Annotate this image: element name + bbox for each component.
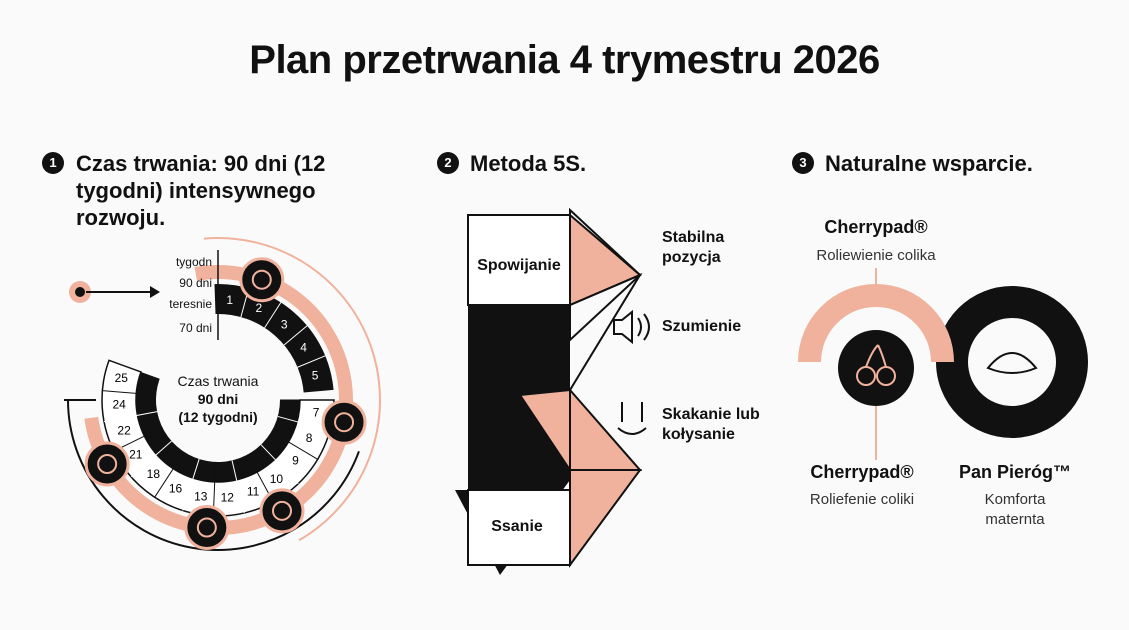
- segment-label: 10: [270, 472, 284, 486]
- icon-badge: [184, 505, 230, 551]
- icon: [97, 454, 118, 474]
- segment-label: 18: [147, 467, 161, 481]
- icon-badge: [84, 441, 130, 487]
- icon: [196, 517, 217, 538]
- segment-label: 22: [117, 424, 131, 438]
- segment-label: 2: [255, 301, 262, 315]
- block-label: Spowijanie: [477, 257, 561, 274]
- brand-desc: Komforta maternta: [984, 491, 1046, 528]
- center-label: (12 tygodni): [178, 409, 258, 425]
- center-label: Czas trwania: [177, 373, 259, 389]
- segment-divider: [260, 444, 299, 485]
- block-label: Ssanie: [491, 518, 543, 535]
- step-number: 1: [42, 152, 64, 174]
- segment-divider: [182, 458, 200, 511]
- segment-divider: [297, 355, 326, 368]
- icon: [334, 412, 355, 433]
- marker: [75, 287, 85, 297]
- segment-label: 16: [169, 482, 183, 496]
- segment-label: 3: [281, 317, 288, 331]
- step-heading: Naturalne wsparcie.: [825, 151, 1033, 176]
- brand-name: Cherrypad®: [824, 217, 928, 237]
- segment-label: 24: [112, 397, 126, 411]
- segment-divider: [103, 411, 158, 423]
- segment-label: 7: [313, 405, 320, 419]
- center-label: 90 dni: [197, 391, 239, 407]
- brand-desc: Roliewienie colika: [816, 247, 936, 264]
- segment-divider: [130, 440, 172, 478]
- row-label: teresnie: [169, 297, 212, 311]
- segment-divider: [264, 302, 282, 328]
- brand-name: Cherrypad®: [810, 462, 914, 482]
- segment-label: 8: [306, 431, 313, 445]
- step-number: 3: [792, 152, 814, 174]
- step-number: 2: [437, 152, 459, 174]
- segment-label: 12: [221, 491, 235, 505]
- ring-black: [135, 371, 300, 483]
- segment-label: 5: [312, 368, 319, 382]
- method-item: Skakanie lub kołysanie: [662, 406, 760, 443]
- segment-divider: [213, 284, 216, 315]
- step-heading: Czas trwania: 90 dni (12 tygodni) intens…: [76, 151, 326, 230]
- pointer-head: [150, 286, 160, 298]
- segment-divider: [271, 431, 318, 460]
- segment-label: 21: [129, 447, 143, 461]
- segment-label: 1: [226, 293, 233, 307]
- row-label: 70 dni: [179, 321, 212, 335]
- brand-name: Pan Pieróg™: [958, 462, 1072, 482]
- title: Plan przetrwania 4 trymestru 2026: [249, 38, 880, 82]
- row-label: tygodn: [175, 255, 212, 269]
- five-s-diagram: [455, 207, 650, 575]
- segment-label: 9: [292, 454, 299, 468]
- inner-band: [213, 284, 334, 393]
- support-diagram: [798, 268, 1088, 460]
- icon-badge: [239, 257, 285, 303]
- timeline-band: [84, 265, 353, 535]
- segment-divider: [102, 390, 157, 396]
- method-item: Szumienie: [662, 318, 742, 335]
- icon-badge: [321, 399, 367, 445]
- segment-divider: [277, 415, 330, 432]
- segment-label: 25: [115, 371, 129, 385]
- step-heading: Metoda 5S.: [470, 151, 587, 176]
- segment-divider: [154, 451, 185, 498]
- segment-label: 11: [247, 485, 260, 499]
- segment-divider: [283, 325, 308, 346]
- outer-arc: [203, 237, 381, 542]
- method-item: Stabilna pozycja: [662, 229, 725, 266]
- brand-desc: Roliefenie coliki: [809, 491, 915, 508]
- icon: [251, 269, 272, 290]
- row-label: 90 dni: [179, 276, 212, 290]
- icon: [272, 500, 292, 521]
- segment-divider: [231, 460, 245, 514]
- outer-arc: [67, 399, 360, 551]
- segment-label: 4: [300, 341, 307, 355]
- icon-badge: [259, 488, 305, 534]
- segment-label: 13: [194, 490, 208, 504]
